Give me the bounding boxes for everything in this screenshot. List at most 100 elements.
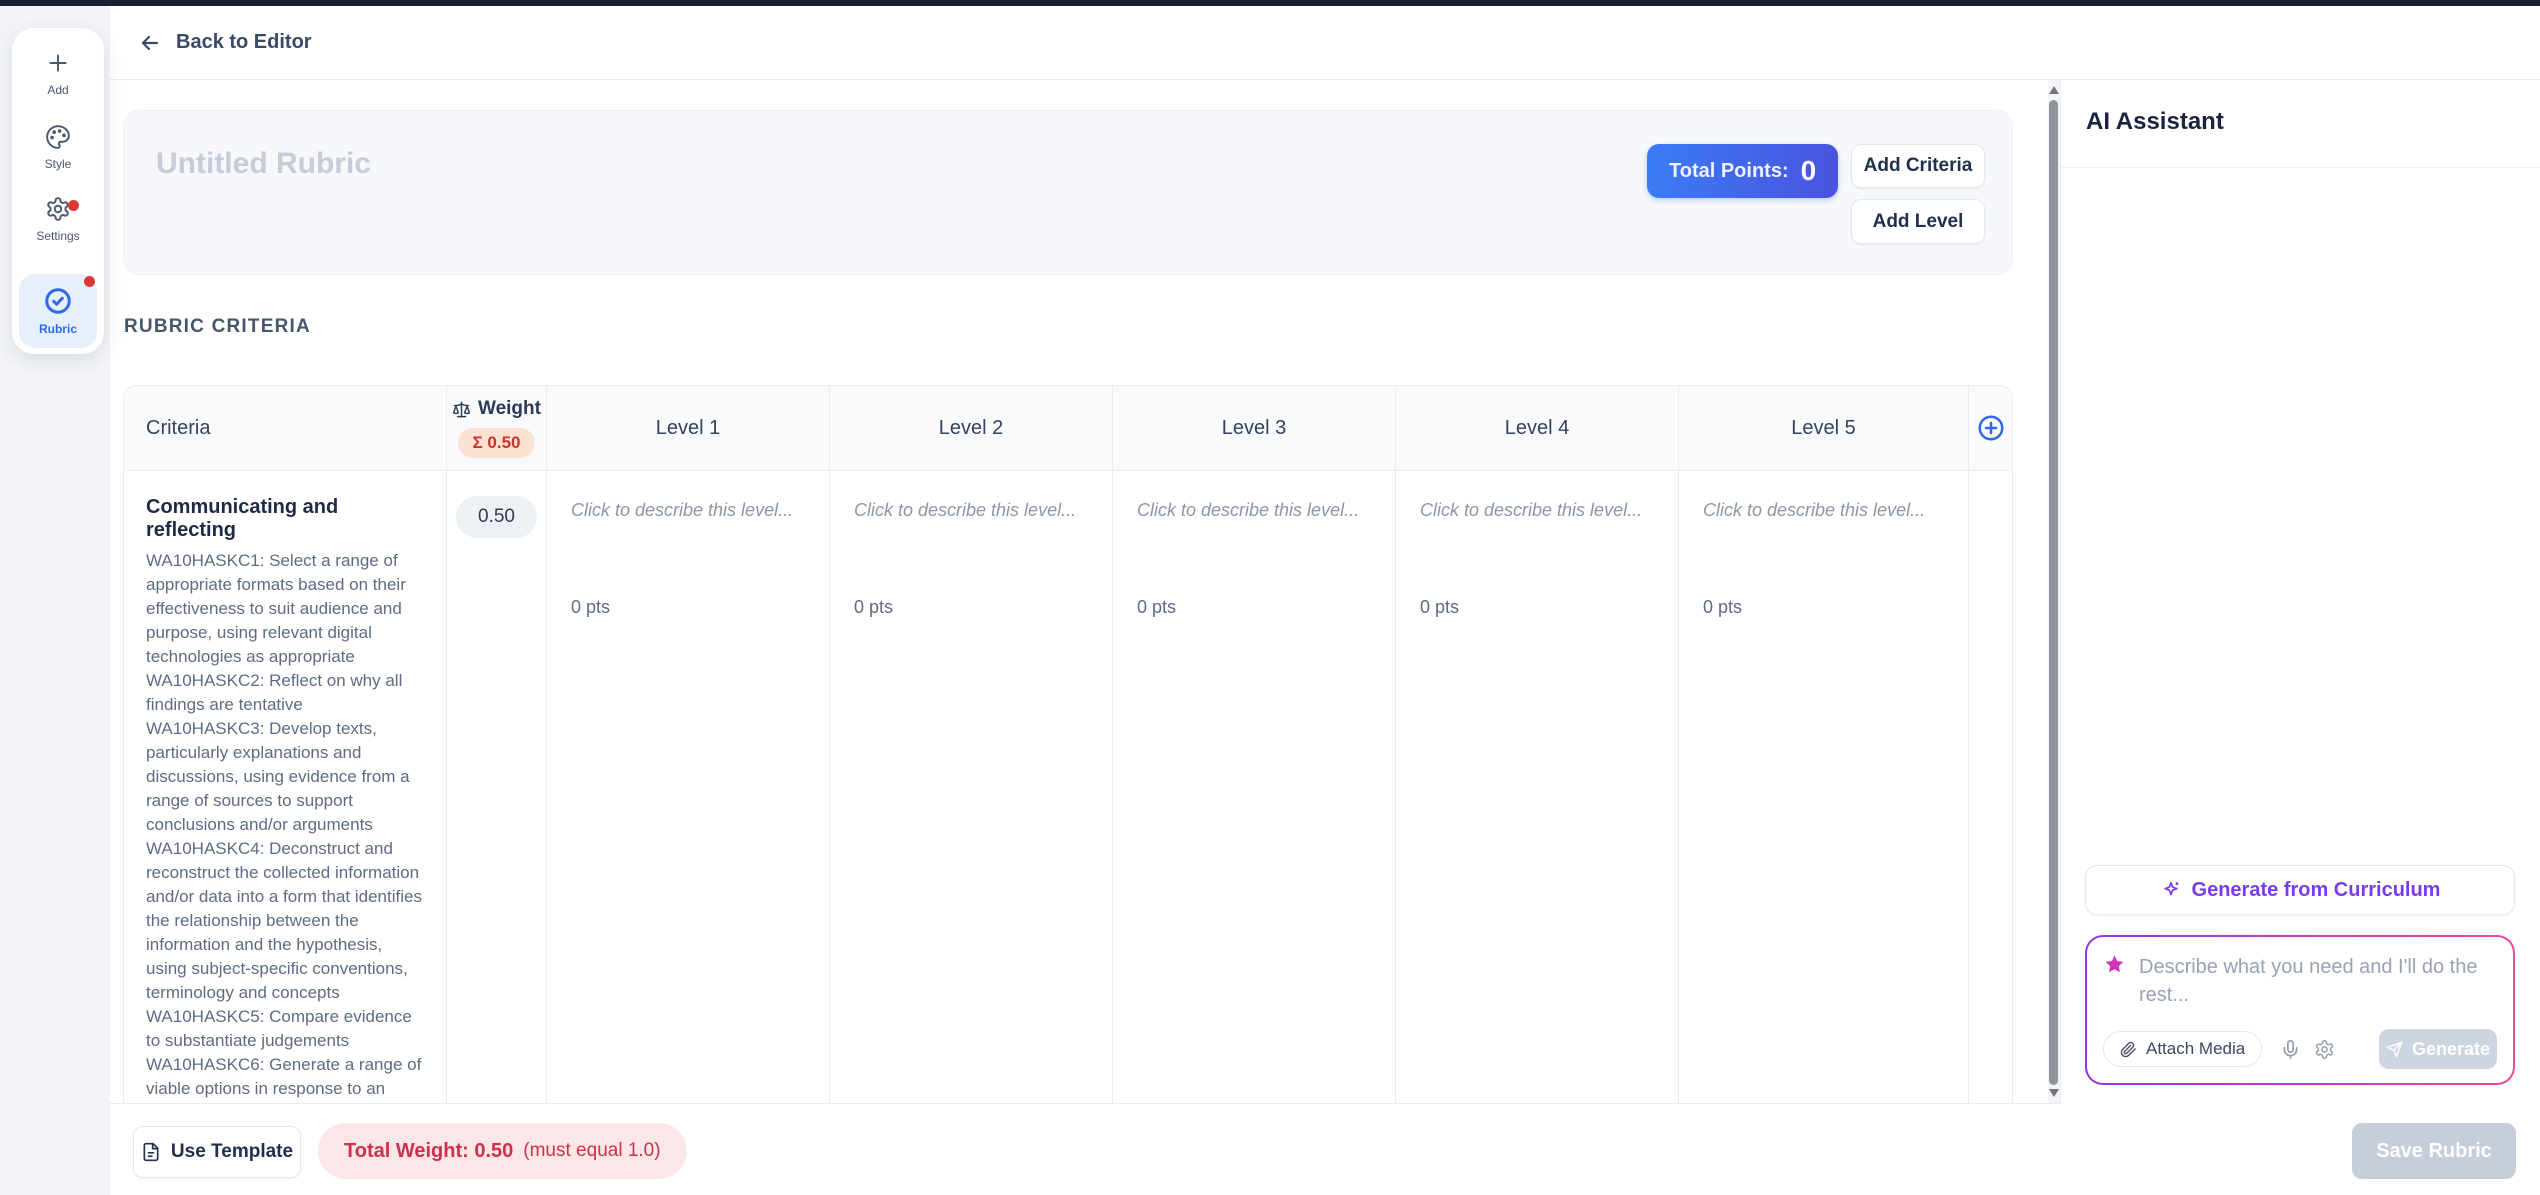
total-points-badge: Total Points: 0: [1647, 144, 1839, 198]
table-row: Communicating and reflecting WA10HASKC1:…: [124, 471, 2012, 1103]
level-points[interactable]: 0 pts: [1137, 597, 1177, 617]
add-level-label: Add Level: [1872, 210, 1964, 232]
check-circle-icon: [43, 286, 73, 316]
level-4-cell[interactable]: Click to describe this level... 0 pts: [1395, 471, 1678, 1103]
standard-item: WA10HASKC4: Deconstruct and reconstruct …: [146, 839, 422, 1002]
use-template-label: Use Template: [170, 1141, 294, 1162]
back-to-editor-label: Back to Editor: [176, 31, 312, 53]
back-to-editor-button[interactable]: Back to Editor: [138, 31, 312, 55]
attach-media-label: Attach Media: [2146, 1039, 2246, 1058]
weight-header-label: Weight: [478, 398, 541, 419]
sidebar-item-rubric-active[interactable]: Rubric: [19, 274, 97, 348]
standard-item: WA10HASKC5: Compare evidence to substant…: [146, 1007, 412, 1050]
bottom-bar-border: [110, 1103, 2062, 1104]
palette-icon: [45, 124, 71, 150]
top-strip: [0, 0, 2540, 6]
bottom-bar: Use Template Total Weight: 0.50 (must eq…: [110, 1104, 2540, 1195]
level-3-column-header: Level 3: [1112, 386, 1395, 470]
standard-item: WA10HASKC6: Generate a range of viable o…: [146, 1055, 422, 1098]
weight-column-header: Weight Σ 0.50: [446, 386, 546, 470]
add-criteria-button[interactable]: Add Criteria: [1851, 144, 1985, 188]
level-description-placeholder: Click to describe this level...: [854, 500, 1077, 520]
save-rubric-label: Save Rubric: [2376, 1139, 2492, 1162]
level-points[interactable]: 0 pts: [571, 597, 611, 617]
add-criteria-label: Add Criteria: [1863, 155, 1973, 176]
prompt-settings-icon[interactable]: [2314, 1039, 2335, 1060]
generate-from-curriculum-button[interactable]: Generate from Curriculum: [2085, 865, 2515, 915]
rubric-title-card: Untitled Rubric Total Points: 0 Add Crit…: [123, 110, 2013, 275]
ai-assistant-title: AI Assistant: [2086, 108, 2224, 135]
sidebar-item-label: Add: [47, 83, 69, 97]
criteria-title: Communicating and reflecting: [146, 496, 339, 541]
level-points[interactable]: 0 pts: [1420, 597, 1460, 617]
document-icon: [141, 1142, 161, 1162]
sidebar-item-label: Rubric: [38, 322, 77, 336]
ai-assistant-panel: AI Assistant Generate from Curriculum De…: [2060, 80, 2540, 1195]
ai-prompt-card: Describe what you need and I'll do the r…: [2085, 935, 2515, 1085]
tool-sidebar: Add Style Settings Rubric: [12, 28, 104, 354]
level-1-column-header: Level 1: [546, 386, 829, 470]
save-rubric-button[interactable]: Save Rubric: [2352, 1123, 2516, 1179]
total-weight-warning: Total Weight: 0.50 (must equal 1.0): [318, 1123, 687, 1179]
criteria-column-header: Criteria: [146, 416, 211, 439]
total-weight-note: (must equal 1.0): [523, 1140, 661, 1161]
sidebar-item-settings[interactable]: Settings: [12, 196, 104, 243]
add-level-button[interactable]: Add Level: [1851, 199, 1985, 244]
generate-button[interactable]: Generate: [2379, 1029, 2497, 1069]
level-description-placeholder: Click to describe this level...: [1137, 500, 1360, 520]
total-points-value: 0: [1800, 155, 1817, 186]
sidebar-item-label: Style: [44, 157, 72, 171]
circle-plus-icon: [1976, 413, 2006, 443]
microphone-icon[interactable]: [2280, 1039, 2301, 1060]
ai-header-divider: [2060, 167, 2540, 168]
level-2-column-header: Level 2: [829, 386, 1112, 470]
attach-media-button[interactable]: Attach Media: [2103, 1031, 2263, 1067]
weight-cell: 0.50: [446, 471, 546, 1103]
panel-divider: [2060, 80, 2061, 1103]
level-description-placeholder: Click to describe this level...: [1420, 500, 1643, 520]
level-1-cell[interactable]: Click to describe this level... 0 pts: [546, 471, 829, 1103]
star-icon: [2103, 953, 2126, 976]
rubric-criteria-heading: RUBRIC CRITERIA: [124, 316, 311, 337]
plus-icon: [45, 50, 71, 76]
level-4-column-header: Level 4: [1395, 386, 1678, 470]
scrollbar-up-arrow[interactable]: [2049, 86, 2059, 94]
sidebar-item-add[interactable]: Add: [12, 50, 104, 97]
level-description-placeholder: Click to describe this level...: [571, 500, 794, 520]
weight-value[interactable]: 0.50: [456, 496, 537, 538]
generate-label: Generate: [2411, 1038, 2491, 1059]
total-points-label: Total Points:: [1669, 159, 1789, 182]
arrow-left-icon: [138, 31, 162, 55]
total-weight-value: Total Weight: 0.50: [344, 1139, 514, 1162]
vertical-scrollbar[interactable]: [2049, 100, 2058, 1085]
ai-prompt-input[interactable]: Describe what you need and I'll do the r…: [2139, 956, 2478, 1006]
paperclip-icon: [2120, 1041, 2137, 1058]
sidebar-item-label: Settings: [36, 229, 80, 243]
level-5-cell[interactable]: Click to describe this level... 0 pts: [1678, 471, 1968, 1103]
standard-item: WA10HASKC3: Develop texts, particularly …: [146, 719, 410, 834]
scale-icon: [452, 400, 471, 419]
criteria-standards: WA10HASKC1: Select a range of appropriat…: [146, 549, 424, 1101]
weight-sum-badge: Σ 0.50: [458, 428, 535, 458]
level-description-placeholder: Click to describe this level...: [1703, 500, 1926, 520]
add-level-column-button[interactable]: [1968, 386, 2012, 470]
generate-from-curriculum-label: Generate from Curriculum: [2191, 878, 2441, 901]
rubric-table: Criteria Weight Σ 0.50 Level 1 Level 2 L…: [123, 385, 2013, 1103]
standard-item: WA10HASKC2: Reflect on why all findings …: [146, 671, 403, 714]
sparkles-icon: [2160, 879, 2182, 901]
scrollbar-down-arrow[interactable]: [2049, 1089, 2059, 1097]
rubric-notification-dot: [84, 276, 95, 287]
rubric-title-input[interactable]: Untitled Rubric: [156, 147, 371, 180]
criteria-cell[interactable]: Communicating and reflecting WA10HASKC1:…: [124, 471, 446, 1103]
level-3-cell[interactable]: Click to describe this level... 0 pts: [1112, 471, 1395, 1103]
level-points[interactable]: 0 pts: [1703, 597, 1743, 617]
rubric-table-header: Criteria Weight Σ 0.50 Level 1 Level 2 L…: [124, 386, 2012, 471]
app-header: Back to Editor: [110, 6, 2540, 80]
sidebar-item-style[interactable]: Style: [12, 124, 104, 171]
settings-notification-dot: [68, 200, 79, 211]
level-2-cell[interactable]: Click to describe this level... 0 pts: [829, 471, 1112, 1103]
use-template-button[interactable]: Use Template: [133, 1126, 301, 1178]
standard-item: WA10HASKC1: Select a range of appropriat…: [146, 551, 406, 666]
level-5-column-header: Level 5: [1678, 386, 1968, 470]
level-points[interactable]: 0 pts: [854, 597, 894, 617]
